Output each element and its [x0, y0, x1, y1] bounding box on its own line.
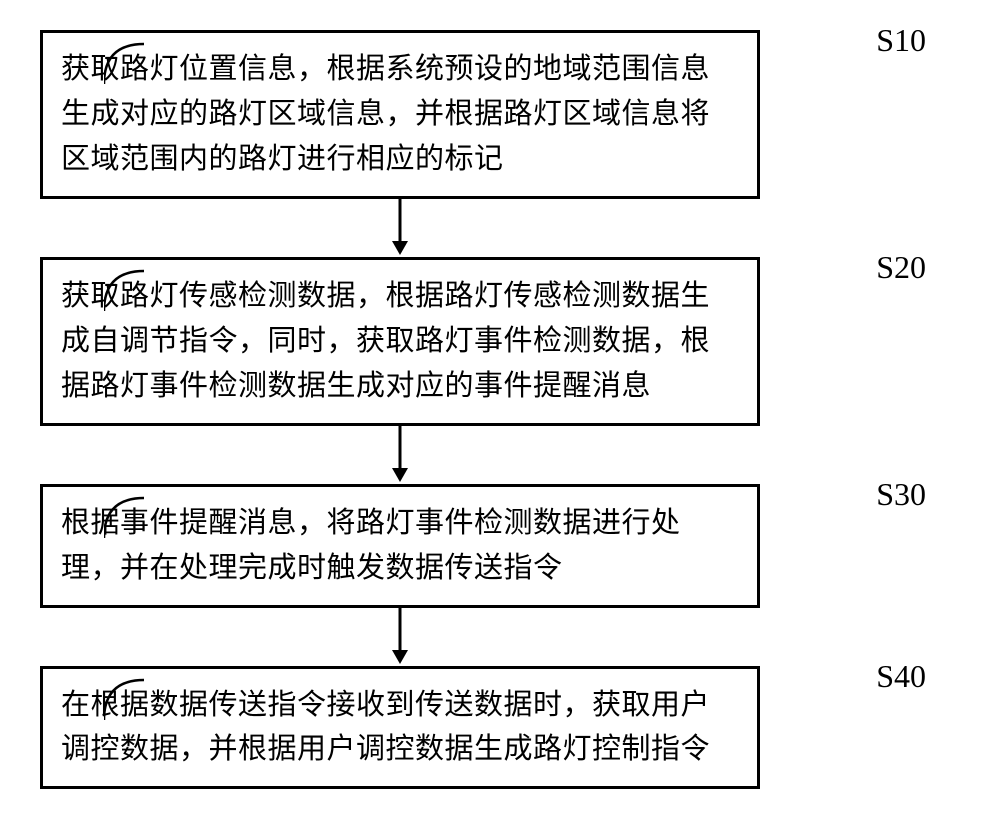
flowchart-container: S10 获取路灯位置信息，根据系统预设的地域范围信息生成对应的路灯区域信息，并根…	[40, 30, 960, 789]
step-s40-wrapper: S40 在根据数据传送指令接收到传送数据时，获取用户调控数据，并根据用户调控数据…	[40, 666, 960, 790]
arrow-s10-s20	[40, 199, 760, 257]
step-label-s30: S30	[876, 476, 926, 513]
step-label-s40: S40	[876, 658, 926, 695]
step-box-s30: 根据事件提醒消息，将路灯事件检测数据进行处理，并在处理完成时触发数据传送指令	[40, 484, 760, 608]
step-text-s10: 获取路灯位置信息，根据系统预设的地域范围信息生成对应的路灯区域信息，并根据路灯区…	[61, 47, 739, 182]
step-box-s20: 获取路灯传感检测数据，根据路灯传感检测数据生成自调节指令，同时，获取路灯事件检测…	[40, 257, 760, 426]
step-s20-wrapper: S20 获取路灯传感检测数据，根据路灯传感检测数据生成自调节指令，同时，获取路灯…	[40, 257, 960, 426]
step-text-s40: 在根据数据传送指令接收到传送数据时，获取用户调控数据，并根据用户调控数据生成路灯…	[61, 683, 739, 773]
arrow-s30-s40	[40, 608, 760, 666]
step-box-s10: 获取路灯位置信息，根据系统预设的地域范围信息生成对应的路灯区域信息，并根据路灯区…	[40, 30, 760, 199]
step-text-s30: 根据事件提醒消息，将路灯事件检测数据进行处理，并在处理完成时触发数据传送指令	[61, 501, 739, 591]
step-label-s20: S20	[876, 249, 926, 286]
step-text-s20: 获取路灯传感检测数据，根据路灯传感检测数据生成自调节指令，同时，获取路灯事件检测…	[61, 274, 739, 409]
step-s30-wrapper: S30 根据事件提醒消息，将路灯事件检测数据进行处理，并在处理完成时触发数据传送…	[40, 484, 960, 608]
step-label-s10: S10	[876, 22, 926, 59]
arrow-s20-s30	[40, 426, 760, 484]
step-s10-wrapper: S10 获取路灯位置信息，根据系统预设的地域范围信息生成对应的路灯区域信息，并根…	[40, 30, 960, 199]
step-box-s40: 在根据数据传送指令接收到传送数据时，获取用户调控数据，并根据用户调控数据生成路灯…	[40, 666, 760, 790]
